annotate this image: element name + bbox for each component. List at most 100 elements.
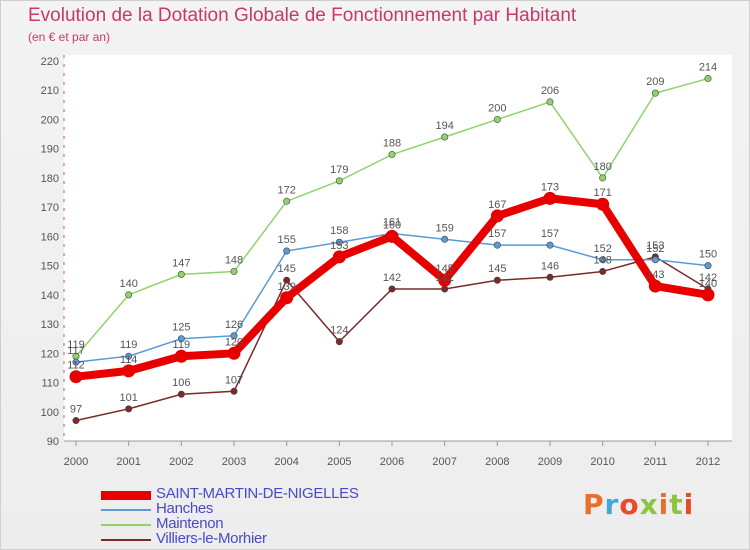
data-point-hanches [335, 238, 343, 246]
data-point-saint-martin-de-nigelles [490, 209, 504, 223]
data-label-saint-martin-de-nigelles: 160 [383, 219, 401, 231]
data-label-maintenon: 119 [67, 339, 85, 351]
data-label-maintenon: 180 [593, 161, 611, 173]
data-point-maintenon [283, 197, 291, 205]
x-tick-label: 2012 [696, 456, 720, 468]
logo-letter: P [583, 488, 605, 521]
data-point-hanches [283, 247, 291, 255]
data-point-maintenon [230, 267, 238, 275]
data-point-hanches [704, 262, 712, 270]
data-label-villiers-le-morhier: 107 [225, 374, 243, 386]
data-point-hanches [546, 241, 554, 249]
data-label-saint-martin-de-nigelles: 173 [541, 181, 559, 193]
logo-letter: o [619, 488, 640, 521]
data-label-villiers-le-morhier: 101 [119, 392, 137, 404]
y-tick-label: 140 [41, 290, 59, 302]
x-tick-label: 2006 [380, 456, 404, 468]
data-label-maintenon: 214 [699, 62, 717, 74]
data-label-saint-martin-de-nigelles: 171 [593, 187, 611, 199]
data-label-hanches: 158 [330, 225, 348, 237]
data-label-saint-martin-de-nigelles: 112 [67, 360, 85, 372]
data-point-villiers-le-morhier [493, 276, 501, 284]
data-label-saint-martin-de-nigelles: 153 [330, 240, 348, 252]
data-point-saint-martin-de-nigelles [385, 229, 399, 243]
data-label-saint-martin-de-nigelles: 145 [435, 263, 453, 275]
x-tick-label: 2001 [116, 456, 140, 468]
data-point-villiers-le-morhier [599, 267, 607, 275]
legend-label: Villiers-le-Morhier [156, 530, 267, 547]
data-point-hanches [72, 358, 80, 366]
data-point-maintenon [335, 177, 343, 185]
logo-letter: t [669, 488, 684, 521]
data-label-saint-martin-de-nigelles: 167 [488, 199, 506, 211]
data-label-hanches: 125 [172, 322, 190, 334]
data-point-maintenon [177, 270, 185, 278]
data-point-villiers-le-morhier [125, 405, 133, 413]
data-label-maintenon: 140 [119, 278, 137, 290]
logo-letter: i [683, 488, 695, 521]
data-point-villiers-le-morhier [230, 387, 238, 395]
legend-swatch [101, 524, 151, 526]
data-point-hanches [599, 256, 607, 264]
data-label-maintenon: 209 [646, 76, 664, 88]
plot-area [64, 55, 732, 441]
x-tick-label: 2003 [222, 456, 246, 468]
data-point-maintenon [546, 98, 554, 106]
data-point-villiers-le-morhier [177, 390, 185, 398]
data-point-villiers-le-morhier [72, 417, 80, 425]
y-tick-label: 130 [41, 319, 59, 331]
legend-swatch [101, 491, 151, 500]
data-point-maintenon [599, 174, 607, 182]
data-point-saint-martin-de-nigelles [543, 191, 557, 205]
y-tick-label: 160 [41, 231, 59, 243]
data-point-villiers-le-morhier [546, 273, 554, 281]
data-label-maintenon: 179 [330, 164, 348, 176]
data-point-villiers-le-morhier [441, 285, 449, 293]
y-tick-label: 110 [41, 378, 59, 390]
logo-letter: r [604, 488, 620, 521]
x-tick-label: 2008 [485, 456, 509, 468]
x-tick-label: 2007 [432, 456, 456, 468]
data-label-villiers-le-morhier: 148 [593, 254, 611, 266]
data-label-saint-martin-de-nigelles: 114 [120, 354, 138, 366]
data-point-saint-martin-de-nigelles [648, 279, 662, 293]
data-label-saint-martin-de-nigelles: 140 [699, 278, 717, 290]
logo-letter: i [658, 488, 670, 521]
data-point-maintenon [493, 115, 501, 123]
data-point-hanches [125, 352, 133, 360]
data-point-saint-martin-de-nigelles [69, 370, 83, 384]
y-tick-label: 90 [47, 436, 59, 448]
data-point-villiers-le-morhier [388, 285, 396, 293]
data-label-villiers-le-morhier: 145 [488, 263, 506, 275]
data-point-maintenon [441, 133, 449, 141]
data-point-saint-martin-de-nigelles [701, 288, 715, 302]
x-tick-label: 2009 [538, 456, 562, 468]
data-label-hanches: 159 [435, 222, 453, 234]
data-label-hanches: 117 [67, 345, 85, 357]
data-label-saint-martin-de-nigelles: 119 [173, 339, 191, 351]
data-label-maintenon: 194 [435, 120, 453, 132]
data-label-maintenon: 172 [277, 184, 295, 196]
data-label-maintenon: 200 [488, 102, 506, 114]
data-label-hanches: 157 [488, 228, 506, 240]
x-tick-label: 2010 [590, 456, 614, 468]
data-point-saint-martin-de-nigelles [596, 197, 610, 211]
y-tick-label: 170 [41, 202, 59, 214]
logo-letter: x [639, 488, 659, 521]
data-label-villiers-le-morhier: 142 [435, 272, 453, 284]
data-point-hanches [177, 335, 185, 343]
y-tick-label: 210 [41, 85, 59, 97]
y-tick-label: 190 [41, 144, 59, 156]
data-label-villiers-le-morhier: 142 [699, 272, 717, 284]
data-point-maintenon [651, 89, 659, 97]
data-point-saint-martin-de-nigelles [280, 291, 294, 305]
data-point-maintenon [125, 291, 133, 299]
data-point-maintenon [388, 151, 396, 159]
data-label-villiers-le-morhier: 124 [330, 325, 348, 337]
data-point-villiers-le-morhier [283, 276, 291, 284]
data-point-hanches [493, 241, 501, 249]
data-point-hanches [441, 235, 449, 243]
data-label-hanches: 126 [225, 319, 243, 331]
